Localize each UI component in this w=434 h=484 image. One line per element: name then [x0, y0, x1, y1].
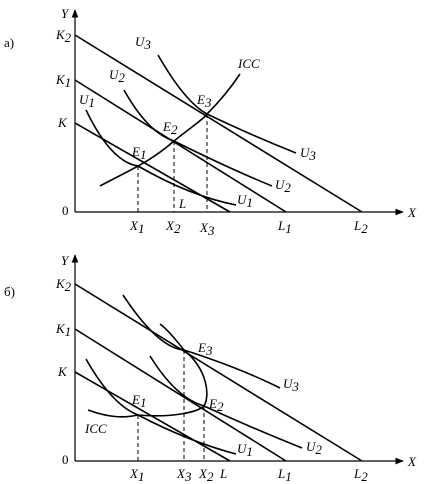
panel-a-origin: 0: [62, 203, 69, 218]
panel-a-label-u3-left: U3: [135, 34, 151, 52]
panel-b-label-l2: L2: [353, 466, 368, 484]
panel-a-budget-line-k2: [74, 34, 363, 213]
panel-b-icc-curve: [87, 323, 208, 418]
panel-a-point-e3: E3: [196, 92, 212, 110]
panel-a-label-l1: L1: [277, 218, 292, 236]
panel-a-label-k2: K2: [55, 27, 72, 45]
panel-b-label-u1: U1: [237, 441, 253, 459]
panel-a-budget-line-k1: [74, 79, 287, 213]
panel-b-label-l: L: [219, 466, 227, 481]
panel-b-point-e1: E1: [131, 392, 146, 410]
panel-a-label-icc: ICC: [237, 56, 260, 71]
panel-b-tick-x2: X2: [198, 466, 214, 484]
panel-b-label-k2: K2: [55, 276, 72, 294]
panel-a-tick-x3: X3: [199, 220, 215, 238]
panel-a-label-u2-right: U2: [275, 177, 291, 195]
panel-b-label-u2: U2: [306, 439, 322, 457]
panel-b-budget-line-k2: [74, 283, 363, 462]
panel-a-point-e1: E1: [131, 144, 146, 162]
panel-b-x-axis-label: X: [407, 454, 417, 469]
panel-b-point-e3: E3: [197, 340, 213, 358]
panel-a-tick-x1: X1: [129, 218, 144, 236]
panel-a-icc-curve: [99, 73, 241, 187]
panel-a-label-k: K: [57, 115, 68, 130]
panel-a-label-l: L: [178, 196, 186, 211]
panel-b-label-icc: ICC: [84, 421, 107, 436]
panel-b-indifference-curve-u2: [149, 355, 303, 449]
panel-a-y-axis-label: Y: [61, 6, 70, 21]
panel-a-label-u1-right: U1: [237, 192, 253, 210]
panel-b-label-k: K: [57, 364, 68, 379]
panel-a-point-e2: E2: [162, 119, 178, 137]
panel-b-tick-x1: X1: [129, 466, 144, 484]
panel-a-label-u2-left: U2: [109, 67, 125, 85]
panel-b: б) Y X 0 K2 K1 K L L1 L2 X1 X3 X2: [4, 253, 417, 484]
panel-b-budget-line-k1: [74, 328, 287, 462]
panel-b-label: б): [4, 284, 15, 299]
panel-b-y-axis-label: Y: [61, 253, 70, 268]
panel-b-tick-x3: X3: [176, 466, 192, 484]
panel-b-label-l1: L1: [277, 466, 292, 484]
panel-b-point-e2: E2: [208, 396, 224, 414]
panel-a: а) Y X 0 K2 K1 K L L1 L2 X1 X2 X3: [4, 6, 417, 238]
panel-b-label-k1: K1: [55, 321, 71, 339]
panel-a-indifference-curve-u3: [157, 54, 297, 154]
panel-a-label-l2: L2: [353, 218, 368, 236]
panel-b-origin: 0: [62, 452, 69, 467]
panel-a-label: а): [4, 35, 14, 50]
panel-a-x-axis-label: X: [407, 205, 417, 220]
panel-a-label-u3-right: U3: [300, 145, 316, 163]
panel-a-indifference-curve-u1: [85, 109, 237, 206]
panel-b-label-u3: U3: [283, 376, 299, 394]
panel-a-label-u1-left: U1: [79, 92, 95, 110]
panel-a-label-k1: K1: [55, 72, 71, 90]
panel-a-tick-x2: X2: [165, 218, 181, 236]
